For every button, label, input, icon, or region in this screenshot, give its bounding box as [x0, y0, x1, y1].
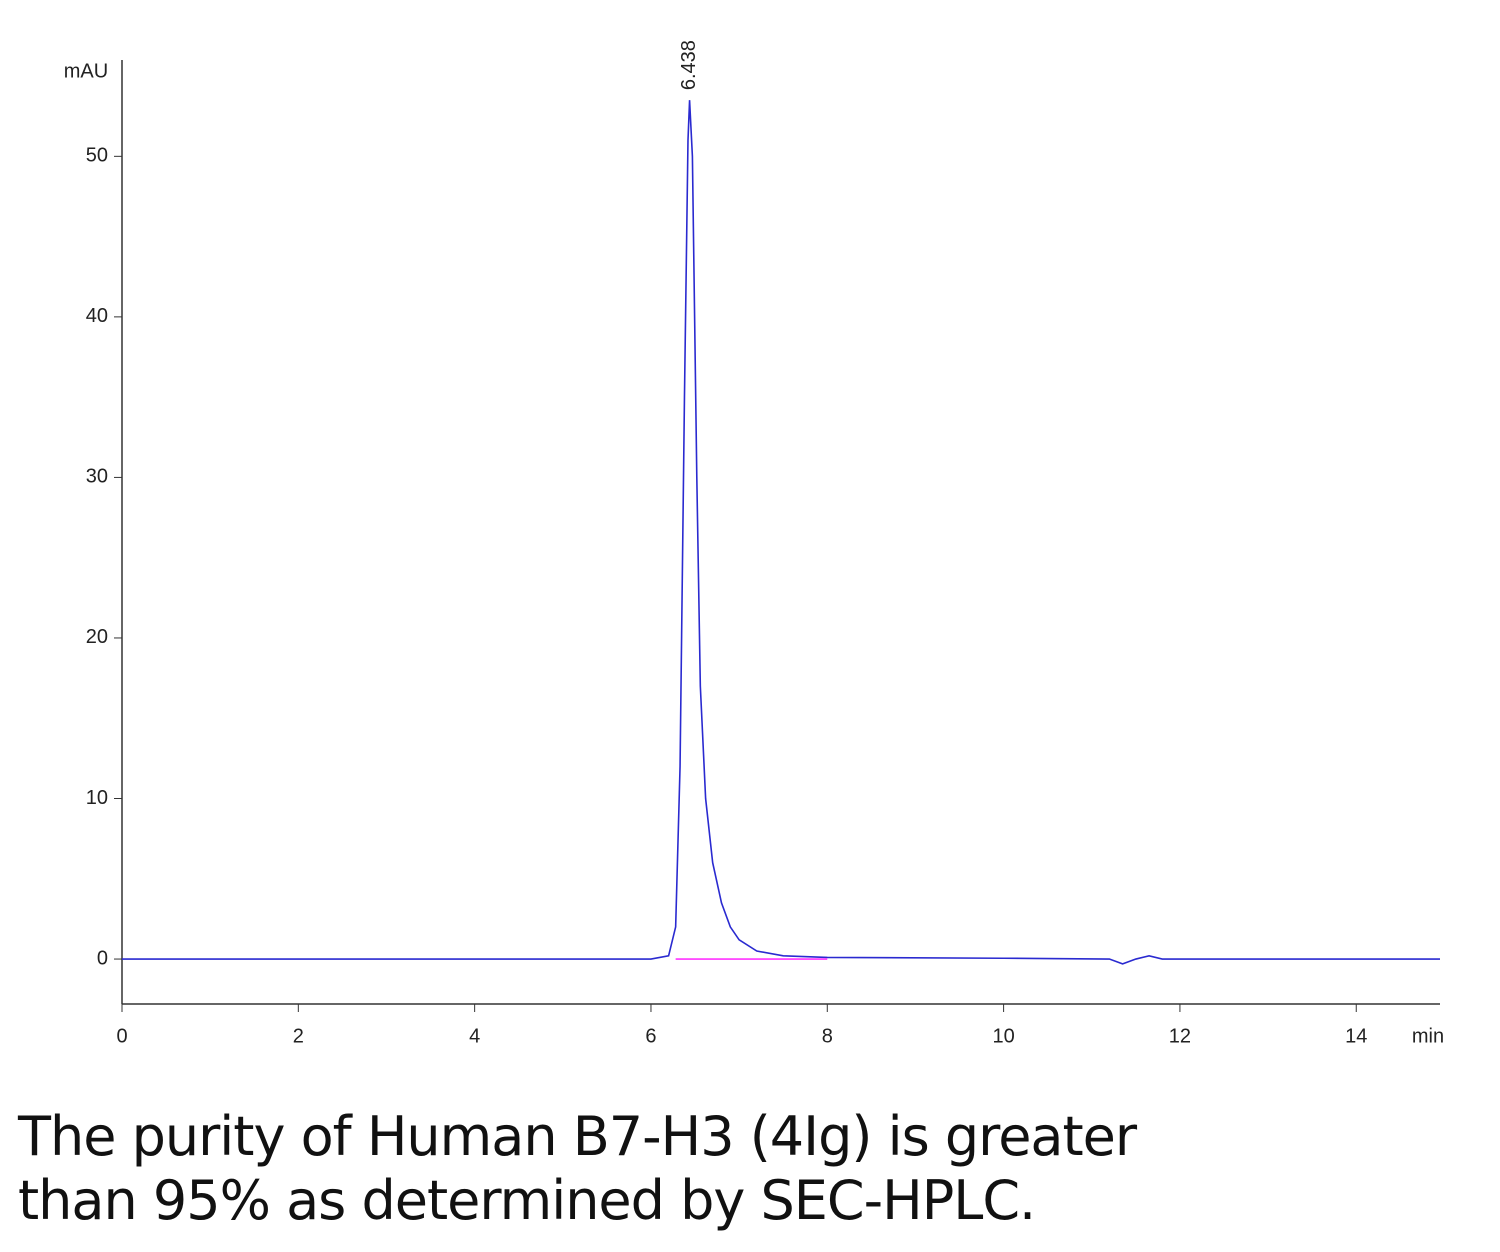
y-tick-label: 50: [86, 145, 108, 167]
peak-label: 6.438: [678, 40, 700, 90]
x-tick-label: 6: [645, 1025, 656, 1047]
caption: The purity of Human B7-H3 (4Ig) is great…: [18, 1105, 1137, 1233]
x-tick-label: 0: [116, 1025, 127, 1047]
y-axis-label: mAU: [64, 60, 108, 82]
caption-line: than 95% as determined by SEC-HPLC.: [18, 1169, 1036, 1232]
x-tick-label: 10: [992, 1025, 1014, 1047]
x-tick-label: 8: [822, 1025, 833, 1047]
caption-line: The purity of Human B7-H3 (4Ig) is great…: [18, 1105, 1137, 1168]
x-tick-label: 14: [1345, 1025, 1367, 1047]
y-tick-label: 10: [86, 787, 108, 809]
x-tick-label: 2: [293, 1025, 304, 1047]
y-tick-label: 30: [86, 466, 108, 488]
y-tick-label: 40: [86, 305, 108, 327]
x-tick-label: 4: [469, 1025, 480, 1047]
y-tick-label: 0: [97, 947, 108, 969]
x-axis-label: min: [1412, 1025, 1444, 1047]
line: [122, 100, 1440, 965]
y-tick-label: 20: [86, 626, 108, 648]
x-tick-label: 12: [1169, 1025, 1191, 1047]
chart: mAU min 0 10 20 30 40 50 0 2 4 6 8 10 12 14 6.438: [64, 40, 1444, 1047]
